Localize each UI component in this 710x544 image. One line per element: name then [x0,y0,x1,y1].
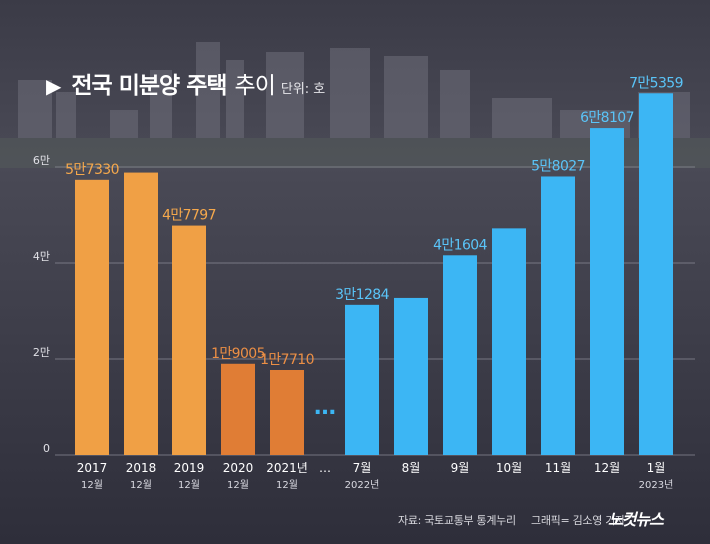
x-tick-sublabel: 12월 [276,479,298,491]
bar [75,179,109,456]
y-tick-label: 6만 [33,154,50,167]
chart-title: ▶ 전국 미분양 주택 추이 단위: 호 [46,66,325,100]
source-text: 자료: 국토교통부 통계누리 [398,514,516,527]
source-credit: 자료: 국토교통부 통계누리 그래픽= 김소영 기자 [398,512,625,528]
building-silhouette [266,52,304,138]
title-bold: 전국 미분양 주택 [71,73,227,99]
bar [270,369,304,455]
building-silhouette [492,98,552,138]
x-tick-label: 10월 [496,461,522,475]
data-label: 1만9005 [211,346,265,362]
x-tick-sublabel: 12월 [130,479,152,491]
bar [541,176,575,455]
bar [172,225,206,455]
data-label: 7만5359 [629,75,683,91]
y-tick-label: 0 [43,442,50,455]
building-silhouette [226,60,244,138]
unit-label: 단위: 호 [280,82,326,97]
city-skyline-background [18,42,690,138]
x-tick-label: 2017 [77,461,108,475]
x-tick-label: 2019 [174,461,205,475]
bar [345,304,379,455]
data-label: 5만7330 [65,162,119,178]
axis-break-dots: … [314,395,336,420]
x-tick-sublabel: 2023년 [639,479,674,491]
y-axis: 0 2만 4만 6만 [33,154,50,455]
play-arrow-icon: ▶ [46,74,62,98]
building-silhouette [384,56,428,138]
bar [124,172,158,455]
data-label: 5만8027 [531,158,585,174]
x-axis: 2017 12월 2018 12월 2019 12월 2020 12월 2021년 12월 7월 20… [77,461,674,491]
x-tick-label: 2021년 [266,461,308,475]
x-tick-label: 8월 [402,461,421,475]
x-tick-label: 2018 [126,461,157,475]
x-tick-sublabel: 2022년 [345,479,380,491]
bar [443,255,477,455]
data-label: 1만7710 [260,352,314,368]
title-light: 추이 [234,73,276,99]
data-label: 3만1284 [335,287,390,303]
x-tick-label: 1월 [647,461,666,475]
data-label: 4만1604 [433,237,488,253]
bar [639,93,673,456]
building-silhouette [440,70,470,138]
building-silhouette [56,92,76,138]
x-tick-sublabel: 12월 [227,479,249,491]
grid-lines [55,166,695,456]
y-tick-label: 2만 [33,346,50,359]
building-silhouette [110,110,138,138]
x-tick-label: 2020 [223,461,254,475]
x-tick-label: 9월 [451,461,470,475]
axis-break-tick: … [319,461,331,475]
bar [394,297,428,455]
x-tick-label: 11월 [545,461,571,475]
graphic-credit: 그래픽= 김소영 기자 [531,514,625,527]
x-tick-label: 12월 [594,461,620,475]
x-tick-sublabel: 12월 [178,479,200,491]
publisher-logo: 노컷뉴스 [608,510,664,529]
bar [221,363,255,455]
x-tick-label: 7월 [353,461,372,475]
bar [590,128,624,455]
data-label: 4만7797 [162,208,216,224]
y-tick-label: 4만 [33,250,50,263]
building-silhouette [18,80,52,138]
bar [492,228,526,455]
building-silhouette [196,42,220,138]
bars [75,93,673,456]
building-silhouette [330,48,370,138]
data-label: 6만8107 [580,110,634,126]
x-tick-sublabel: 12월 [81,479,103,491]
building-silhouette [150,70,172,138]
